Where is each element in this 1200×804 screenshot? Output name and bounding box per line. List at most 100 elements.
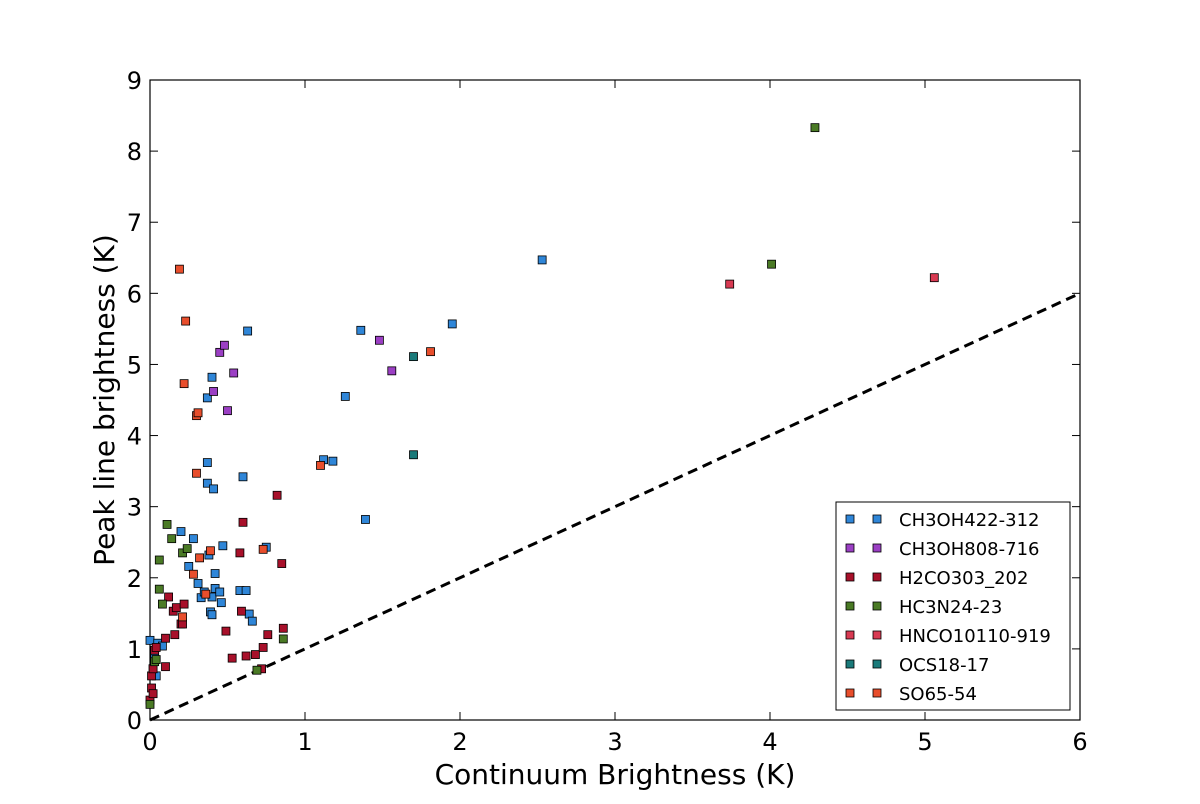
data-point: [356, 325, 366, 335]
x-axis-title: Continuum Brightness (K): [435, 758, 796, 791]
y-tick-label: 7: [127, 209, 142, 237]
series-3: [145, 123, 820, 709]
data-point: [151, 655, 161, 664]
data-point: [263, 630, 273, 640]
data-point: [176, 527, 186, 536]
axis-ticks: 0 1 2 3 4 5 6 0 1 2 3 4 5 6 7 8 9: [127, 67, 1088, 756]
y-tick-label: 1: [127, 636, 142, 664]
y-tick-label: 8: [127, 138, 142, 166]
data-point: [241, 586, 251, 595]
x-tick-label: 4: [762, 728, 777, 756]
series-5: [409, 352, 418, 460]
data-point: [247, 616, 257, 626]
data-point: [216, 598, 226, 608]
data-point: [238, 472, 248, 482]
data-point: [241, 651, 251, 661]
data-point: [207, 610, 217, 620]
y-axis-title: Peak line brightness (K): [88, 234, 121, 566]
data-point: [193, 579, 203, 588]
legend-label: CH3OH422-312: [899, 510, 1039, 531]
data-point: [179, 379, 189, 389]
legend-label: SO65-54: [899, 684, 977, 705]
data-point: [154, 555, 164, 565]
series-0: [145, 255, 547, 681]
legend-marker: [872, 601, 882, 611]
data-point: [175, 264, 184, 274]
data-point: [409, 450, 418, 460]
x-tick-label: 3: [607, 728, 622, 756]
data-point: [202, 458, 212, 467]
legend-label: HNCO10110-919: [899, 626, 1051, 647]
data-point: [193, 408, 203, 418]
data-point: [219, 340, 229, 350]
legend-marker: [845, 688, 855, 698]
data-point: [179, 599, 189, 609]
legend-marker: [872, 659, 882, 669]
data-point: [215, 587, 225, 597]
data-point: [229, 368, 239, 378]
data-point: [192, 468, 201, 478]
data-point: [207, 372, 217, 382]
legend-marker: [872, 688, 882, 698]
data-point: [374, 335, 384, 345]
data-point: [237, 606, 246, 616]
legend-marker: [872, 514, 882, 524]
data-point: [178, 612, 187, 622]
series-4: [725, 273, 939, 289]
legend-marker: [845, 572, 855, 582]
x-tick-label: 5: [917, 728, 932, 756]
reference-line-layer: [149, 291, 1081, 722]
data-point: [206, 546, 215, 556]
legend-label: HC3N24-23: [899, 597, 1002, 618]
series-1: [209, 335, 397, 416]
data-point: [161, 633, 170, 643]
data-point: [218, 541, 228, 551]
data-points: [145, 123, 939, 709]
data-point: [167, 534, 177, 544]
legend-marker: [872, 630, 882, 640]
y-tick-label: 9: [127, 67, 142, 95]
data-point: [258, 544, 268, 554]
data-point: [170, 630, 180, 640]
data-point: [202, 393, 212, 403]
data-point: [387, 366, 397, 376]
data-point: [238, 517, 248, 527]
y-tick-label: 3: [127, 494, 142, 522]
legend: CH3OH422-312 CH3OH808-716 H2CO303_202 HC3N2…: [835, 501, 1071, 711]
data-point: [227, 653, 237, 663]
data-point: [202, 478, 212, 488]
data-point: [201, 589, 211, 599]
data-point: [209, 387, 218, 396]
x-tick-label: 0: [142, 728, 157, 756]
data-point: [184, 562, 194, 571]
data-point: [278, 634, 288, 644]
data-point: [145, 699, 155, 709]
legend-label: H2CO303_202: [899, 568, 1028, 589]
data-point: [810, 123, 820, 133]
x-tick-label: 6: [1072, 728, 1087, 756]
data-point: [250, 650, 260, 659]
data-point: [929, 273, 939, 283]
data-point: [316, 461, 325, 470]
series-6: [175, 264, 435, 622]
data-point: [151, 643, 161, 652]
y-tick-label: 5: [127, 351, 142, 379]
data-point: [426, 347, 435, 357]
data-point: [328, 456, 338, 466]
legend-label: OCS18-17: [899, 655, 989, 676]
data-point: [223, 406, 232, 416]
data-point: [181, 316, 191, 326]
y-tick-label: 4: [127, 423, 142, 451]
x-tick-label: 1: [297, 728, 312, 756]
data-point: [171, 603, 181, 613]
data-point: [209, 484, 218, 494]
data-point: [361, 515, 370, 524]
data-point: [188, 569, 198, 579]
data-point: [252, 665, 262, 675]
data-point: [210, 569, 220, 578]
data-point: [157, 599, 167, 609]
data-point: [188, 534, 198, 544]
data-point: [154, 584, 164, 594]
